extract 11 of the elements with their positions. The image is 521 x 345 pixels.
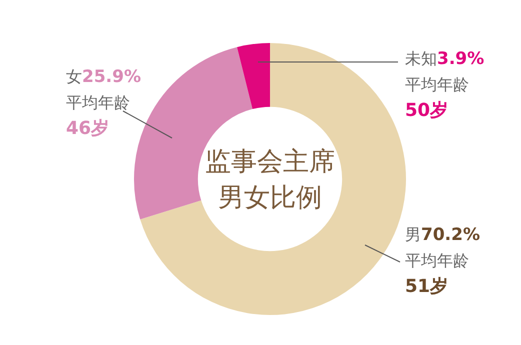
text: 平均年龄 46岁 bbox=[66, 93, 130, 139]
data-label: 70.2% bbox=[421, 225, 480, 245]
text: 平均年龄 51岁 bbox=[405, 251, 469, 297]
data-label: 25.9% bbox=[82, 67, 141, 87]
slice-label: 未知 bbox=[405, 49, 437, 68]
data-label: 3.9% bbox=[437, 49, 484, 69]
text: 监事会主席 bbox=[205, 146, 335, 177]
slice-label: 女 bbox=[66, 67, 82, 86]
text: 平均年龄 50岁 bbox=[405, 75, 469, 121]
slice-label: 男 bbox=[405, 225, 421, 244]
text: 男女比例 bbox=[218, 182, 322, 213]
